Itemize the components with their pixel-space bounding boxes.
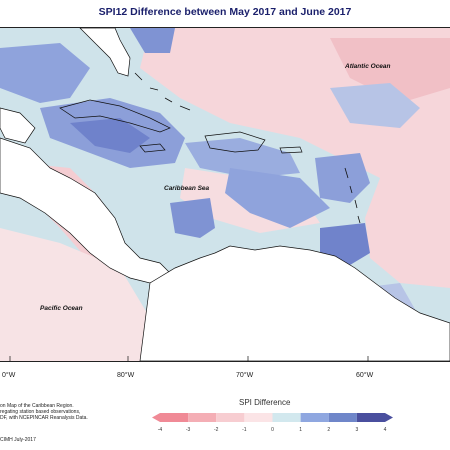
map-title: SPI12 Difference between May 2017 and Ju… bbox=[98, 6, 352, 18]
legend-tick-label: 1 bbox=[299, 427, 302, 433]
legend-tick-label: 0 bbox=[271, 427, 274, 433]
legend-swatch bbox=[356, 413, 385, 422]
longitude-label-4: 60°W bbox=[356, 372, 374, 379]
land-hispaniola bbox=[204, 131, 266, 153]
legend-swatch bbox=[216, 413, 245, 422]
legend-swatch bbox=[300, 413, 329, 422]
label-atlantic-ocean: Atlantic Ocean bbox=[345, 63, 391, 70]
negative-region-pacific bbox=[0, 228, 150, 361]
credit-line-3: DF, with NCEPINCAR Reanalysis Data. bbox=[0, 415, 88, 421]
land-florida bbox=[79, 28, 131, 77]
positive-region-atlantic-west bbox=[330, 83, 420, 128]
legend-swatch bbox=[160, 413, 189, 422]
land-bahamas bbox=[134, 72, 191, 111]
legend-tick-label: 3 bbox=[355, 427, 358, 433]
negative-region-atlantic-strong bbox=[330, 38, 450, 103]
land-puerto-rico bbox=[279, 146, 303, 154]
positive-region-cuba-strong bbox=[70, 118, 150, 153]
legend-swatch bbox=[328, 413, 357, 422]
legend-tick-label: -2 bbox=[214, 427, 219, 433]
land-yucatan bbox=[0, 107, 36, 144]
land-south-america bbox=[139, 245, 450, 361]
label-caribbean-sea: Caribbean Sea bbox=[164, 185, 210, 192]
label-pacific-ocean: Pacific Ocean bbox=[40, 305, 83, 312]
legend-tick-label: 2 bbox=[327, 427, 330, 433]
legend-tick-label: -3 bbox=[186, 427, 191, 433]
positive-region-florida bbox=[130, 28, 175, 53]
negative-region-east bbox=[365, 168, 450, 288]
legend-title: SPI Difference bbox=[239, 398, 291, 407]
legend-arrow-right bbox=[385, 413, 393, 422]
legend-swatch bbox=[188, 413, 217, 422]
land-jamaica bbox=[139, 143, 166, 153]
credit-line-1: on Map of the Caribbean Region. bbox=[0, 403, 74, 409]
legend-swatch bbox=[272, 413, 301, 422]
cimh-credit: CIMH July-2017 bbox=[0, 437, 36, 443]
legend-arrow-left bbox=[152, 413, 160, 422]
legend-swatch bbox=[244, 413, 273, 422]
legend-colorbar: -4 -3 -2 -1 0 1 2 3 4 bbox=[152, 413, 393, 433]
longitude-label-1: 0°W bbox=[2, 372, 16, 379]
positive-region-caribbean-east bbox=[225, 168, 330, 228]
land-cuba bbox=[59, 99, 171, 133]
land-lesser-antilles bbox=[344, 167, 361, 224]
positive-region-hispaniola bbox=[185, 138, 300, 178]
longitude-label-3: 70°W bbox=[236, 372, 254, 379]
legend-tick-label: 4 bbox=[384, 427, 387, 433]
positive-region-caribbean-central bbox=[170, 198, 215, 238]
spi-map bbox=[0, 27, 450, 362]
longitude-label-2: 80°W bbox=[117, 372, 135, 379]
legend-tick-label: -1 bbox=[242, 427, 247, 433]
credit-text: on Map of the Caribbean Region. regating… bbox=[0, 403, 120, 421]
positive-region-gulf bbox=[0, 43, 90, 103]
legend-tick-label: -4 bbox=[158, 427, 163, 433]
positive-region-leeward bbox=[315, 153, 370, 203]
credit-line-2: regating station based observations, bbox=[0, 409, 81, 415]
